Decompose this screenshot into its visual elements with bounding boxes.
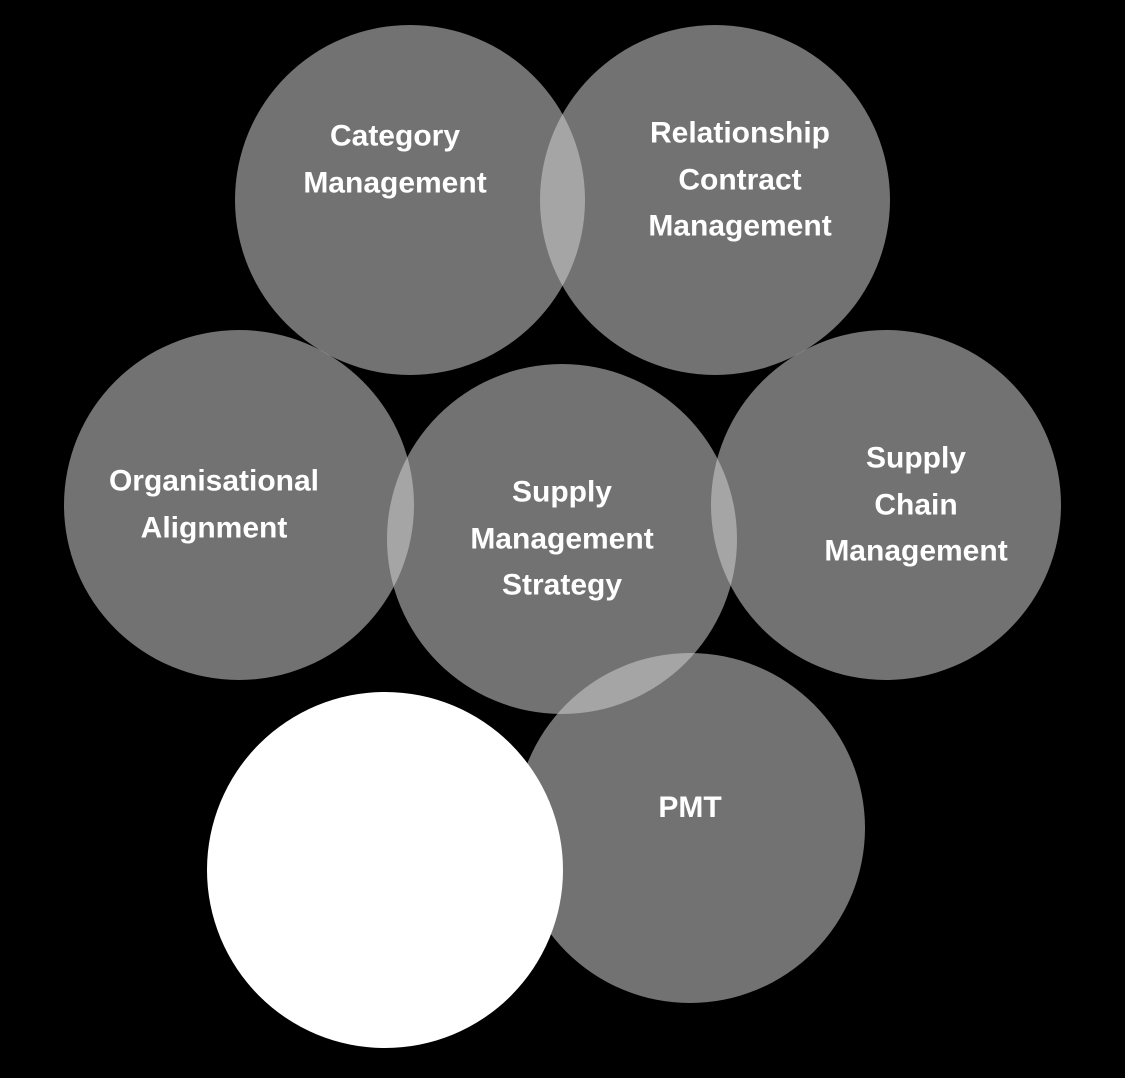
circle-top-left <box>235 25 585 375</box>
circle-mid-left <box>64 330 414 680</box>
venn-diagram: Supply Management StrategyCategory Manag… <box>0 0 1125 1078</box>
circle-top-right <box>540 25 890 375</box>
circle-bottom-right <box>515 653 865 1003</box>
circle-mid-right <box>711 330 1061 680</box>
circle-bottom-left <box>207 692 563 1048</box>
